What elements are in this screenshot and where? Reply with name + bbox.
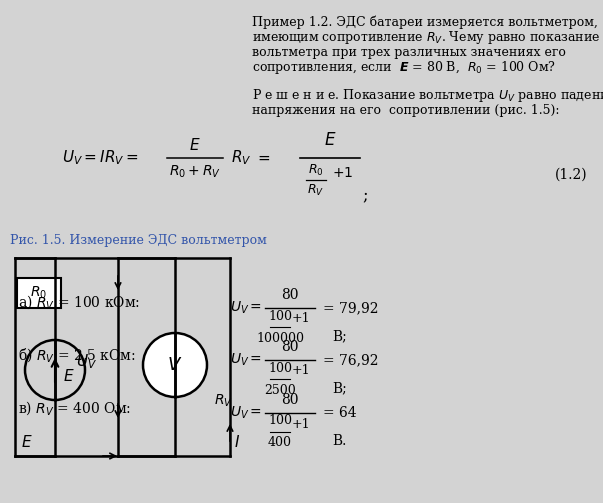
Text: ;: ;: [362, 187, 367, 204]
Text: $E$: $E$: [324, 131, 336, 148]
Text: $U_V = IR_V = $: $U_V = IR_V = $: [62, 149, 139, 167]
Text: +1: +1: [292, 417, 311, 431]
Text: б) $\boldsymbol{R_V}$ = 2,5 кОм:: б) $\boldsymbol{R_V}$ = 2,5 кОм:: [18, 346, 136, 364]
Text: а) $\boldsymbol{R_V}$ = 100 кОм:: а) $\boldsymbol{R_V}$ = 100 кОм:: [18, 293, 140, 311]
Text: $R_0 + R_V$: $R_0 + R_V$: [169, 164, 221, 180]
Text: 400: 400: [268, 437, 292, 450]
Text: = 79,92: = 79,92: [323, 301, 379, 315]
Text: 80: 80: [281, 393, 298, 407]
Text: сопротивления, если  $\boldsymbol{E}$ = 80 В,  $\boldsymbol{R_0}$ = 100 Ом?: сопротивления, если $\boldsymbol{E}$ = 8…: [252, 58, 556, 75]
Text: 100: 100: [268, 362, 292, 375]
Text: $R_0$: $R_0$: [30, 285, 48, 301]
Text: $R_V$: $R_V$: [308, 183, 324, 198]
Text: 100: 100: [268, 414, 292, 428]
Text: В.: В.: [332, 434, 346, 448]
Text: (1.2): (1.2): [555, 168, 588, 182]
Text: Пример 1.2. ЭДС батареи измеряется вольтметром,: Пример 1.2. ЭДС батареи измеряется вольт…: [252, 15, 598, 29]
Text: $+1$: $+1$: [332, 166, 353, 180]
Text: Р е ш е н и е. Показание вольтметра $\boldsymbol{U_V}$ равно падению: Р е ш е н и е. Показание вольтметра $\bo…: [252, 87, 603, 104]
Text: $E$: $E$: [189, 137, 201, 153]
Text: $I$: $I$: [234, 434, 240, 450]
Text: = 64: = 64: [323, 406, 356, 420]
Text: = 76,92: = 76,92: [323, 353, 379, 367]
Text: $R_V$: $R_V$: [231, 149, 251, 167]
Text: $E$: $E$: [21, 434, 33, 450]
Text: в) $\boldsymbol{R_V}$ = 400 Ом:: в) $\boldsymbol{R_V}$ = 400 Ом:: [18, 399, 131, 417]
Text: +1: +1: [292, 365, 311, 377]
Text: $R_0$: $R_0$: [308, 162, 324, 178]
Text: В;: В;: [332, 329, 347, 343]
Text: $U_V$: $U_V$: [76, 353, 97, 371]
Text: 100000: 100000: [256, 331, 304, 345]
Text: $E$: $E$: [63, 368, 75, 384]
Text: $R_V$: $R_V$: [214, 393, 233, 409]
Text: вольтметра при трех различных значениях его: вольтметра при трех различных значениях …: [252, 45, 566, 58]
Text: $=$: $=$: [255, 151, 271, 165]
Text: $V$: $V$: [167, 356, 183, 374]
Text: 100: 100: [268, 309, 292, 322]
Text: $U_V = $: $U_V = $: [230, 352, 262, 368]
Text: $U_V = $: $U_V = $: [230, 300, 262, 316]
Circle shape: [25, 340, 85, 400]
Text: 2500: 2500: [264, 383, 296, 396]
Text: 80: 80: [281, 340, 298, 354]
Text: +1: +1: [292, 312, 311, 325]
Text: имеющим сопротивление $\boldsymbol{R_V}$. Чему равно показание: имеющим сопротивление $\boldsymbol{R_V}$…: [252, 29, 600, 45]
Text: $U_V = $: $U_V = $: [230, 405, 262, 421]
Text: В;: В;: [332, 381, 347, 395]
Text: 80: 80: [281, 288, 298, 302]
Bar: [17, 278, 61, 308]
Text: Рис. 1.5. Измерение ЭДС вольтметром: Рис. 1.5. Измерение ЭДС вольтметром: [10, 233, 267, 246]
Circle shape: [143, 333, 207, 397]
Text: напряжения на его  сопротивлении (рис. 1.5):: напряжения на его сопротивлении (рис. 1.…: [252, 104, 560, 117]
